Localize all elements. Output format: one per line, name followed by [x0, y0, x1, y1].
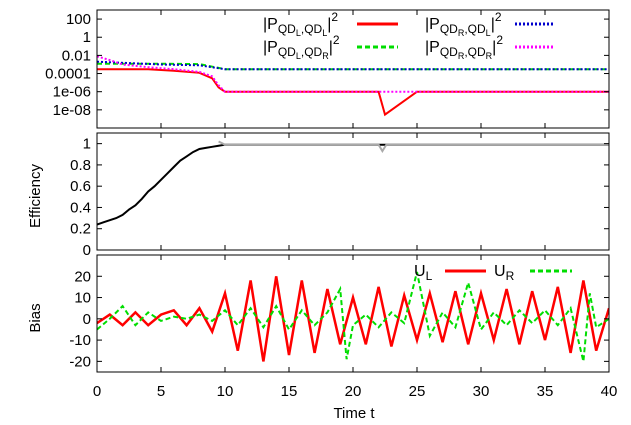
series-line-middle-0 — [97, 143, 609, 226]
series-line-top-3 — [97, 55, 609, 93]
y-tick-label-middle: 1 — [83, 136, 91, 153]
y-tick-label-top: 1 — [83, 29, 91, 46]
series-line-bottom-1 — [97, 271, 609, 362]
plot-frame-middle — [96, 132, 610, 251]
plot-frames — [96, 9, 610, 373]
y-tick-label-middle: 0.8 — [70, 157, 91, 174]
y-tick-label-top: 100 — [66, 11, 91, 28]
x-tick-label: 25 — [409, 383, 426, 400]
x-tick-label: 35 — [537, 383, 554, 400]
series-line-top-2 — [97, 60, 609, 71]
x-tick-label: 10 — [217, 383, 234, 400]
y-tick-label-bottom: -20 — [69, 353, 91, 370]
series-line-middle-1 — [218, 140, 609, 154]
y-tick-label-middle: 0.6 — [70, 178, 91, 195]
y-tick-label-bottom: 10 — [74, 290, 91, 307]
y-axis-label-bottom: Bias — [27, 303, 44, 332]
series-line-top-0 — [97, 68, 609, 117]
legend-label-bias-1: UR — [494, 263, 515, 283]
y-tick-label-top: 0.0001 — [45, 66, 91, 83]
plot-frame-bottom — [96, 254, 610, 373]
x-tick-label: 5 — [157, 383, 165, 400]
legend-label-3: |PQDR,QDR|2 — [425, 33, 503, 61]
y-tick-label-bottom: 0 — [83, 311, 91, 328]
plot-lines — [97, 55, 609, 362]
y-tick-label-top: 1e-06 — [53, 84, 91, 101]
y-tick-label-top: 1e-08 — [53, 102, 91, 119]
series-line-bottom-0 — [97, 276, 609, 362]
y-tick-label-bottom: -10 — [69, 332, 91, 349]
legend-label-1: |PQDL,QDR|2 — [263, 33, 340, 61]
tick-labels: 10010.010.00011e-061e-0800.20.40.60.81-2… — [45, 11, 617, 400]
legend-label-0: |PQDL,QDL|2 — [263, 10, 338, 38]
x-tick-label: 15 — [281, 383, 298, 400]
legend-label-2: |PQDR,QDL|2 — [425, 10, 502, 38]
x-tick-label: 20 — [345, 383, 362, 400]
legend-label-bias-0: UL — [414, 263, 433, 283]
y-tick-label-top: 0.01 — [62, 47, 91, 64]
x-tick-label: 0 — [93, 383, 101, 400]
y-tick-label-middle: 0 — [83, 242, 91, 259]
x-tick-label: 40 — [601, 383, 618, 400]
y-axis-label-middle: Efficiency — [27, 164, 44, 228]
y-tick-label-middle: 0.4 — [70, 199, 91, 216]
legends: |PQDL,QDL|2|PQDL,QDR|2 |PQDR,QDL|2|PQDR,Q… — [263, 10, 572, 283]
y-tick-label-bottom: 20 — [74, 268, 91, 285]
x-tick-label: 30 — [473, 383, 490, 400]
y-tick-label-middle: 0.2 — [70, 221, 91, 238]
x-axis-label: Time t — [333, 405, 375, 422]
